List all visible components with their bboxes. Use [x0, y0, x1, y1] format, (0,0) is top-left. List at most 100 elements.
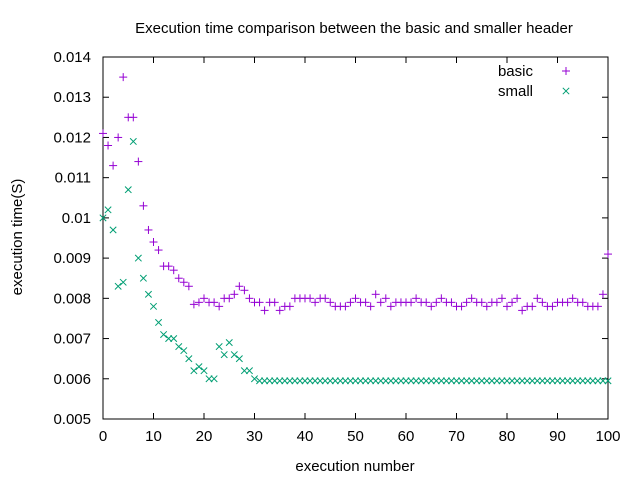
- data-point-basic: [169, 266, 178, 275]
- y-tick-label: 0.005: [53, 411, 91, 428]
- data-point-basic: [346, 298, 355, 307]
- data-point-small: [442, 377, 450, 385]
- x-tick-label: 10: [145, 428, 162, 445]
- data-point-small: [306, 377, 314, 385]
- data-point-small: [129, 137, 137, 146]
- data-point-basic: [285, 302, 294, 311]
- data-point-basic: [225, 294, 234, 303]
- data-point-small: [316, 377, 324, 385]
- data-point-basic: [174, 274, 183, 283]
- data-series: [99, 73, 612, 385]
- data-point-basic: [538, 298, 547, 307]
- data-point-small: [311, 377, 319, 385]
- data-point-basic: [482, 302, 491, 311]
- data-point-small: [488, 377, 496, 385]
- y-tick-label: 0.008: [53, 290, 91, 307]
- data-point-small: [144, 290, 153, 298]
- data-point-small: [336, 377, 344, 385]
- data-point-basic: [184, 282, 193, 291]
- y-tick-label: 0.014: [53, 49, 91, 66]
- data-point-basic: [477, 298, 486, 307]
- data-point-small: [392, 377, 400, 385]
- data-point-small: [99, 214, 107, 222]
- data-point-basic: [563, 298, 572, 307]
- data-point-small: [503, 377, 511, 385]
- y-tick-label: 0.013: [53, 89, 91, 106]
- x-tick-label: 80: [499, 428, 516, 445]
- data-point-basic: [598, 290, 607, 299]
- data-point-basic: [578, 298, 587, 307]
- data-point-basic: [412, 294, 421, 303]
- data-point-basic: [447, 298, 456, 307]
- data-point-basic: [503, 302, 511, 311]
- data-point-small: [351, 377, 360, 385]
- data-point-basic: [366, 302, 375, 311]
- data-point-small: [271, 377, 279, 385]
- x-tick-label: 40: [297, 428, 314, 445]
- data-point-small: [104, 206, 112, 214]
- data-point-small: [387, 377, 395, 385]
- data-point-small: [594, 377, 602, 385]
- data-point-small: [543, 377, 551, 385]
- data-point-basic: [109, 161, 118, 170]
- data-point-basic: [235, 282, 244, 291]
- y-tick-label: 0.011: [55, 170, 91, 187]
- data-point-small: [367, 377, 375, 385]
- axis-tick-labels: 0 10 20 30 40 50 60 70 80 90 100 0.005 0.006 0.007 0.0…: [53, 49, 620, 445]
- data-point-basic: [230, 290, 239, 299]
- data-point-small: [230, 351, 238, 359]
- data-point-basic: [508, 298, 517, 307]
- data-point-small: [291, 377, 299, 385]
- data-point-basic: [361, 298, 370, 307]
- data-point-small: [326, 377, 334, 385]
- x-tick-label: 70: [448, 428, 465, 445]
- data-point-small: [286, 377, 294, 385]
- data-point-small: [533, 377, 541, 385]
- data-point-basic: [164, 262, 173, 271]
- y-tick-label: 0.012: [53, 129, 91, 146]
- data-point-basic: [321, 294, 330, 303]
- data-point-basic: [245, 294, 254, 303]
- data-point-small: [518, 377, 526, 385]
- x-tick-label: 20: [196, 428, 213, 445]
- y-tick-label: 0.007: [53, 331, 91, 348]
- data-point-basic: [240, 286, 249, 295]
- data-point-basic: [548, 302, 557, 311]
- x-tick-label: 0: [99, 428, 107, 445]
- data-point-small: [437, 377, 445, 385]
- data-point-small: [377, 377, 385, 385]
- data-point-basic: [139, 201, 148, 210]
- data-point-small: [569, 377, 577, 385]
- data-point-basic: [518, 306, 527, 315]
- data-point-basic: [270, 298, 279, 307]
- data-point-basic: [593, 302, 602, 311]
- data-point-basic: [215, 302, 224, 311]
- data-point-small: [154, 318, 163, 327]
- data-point-small: [341, 377, 349, 385]
- data-point-small: [205, 375, 213, 383]
- data-point-small: [190, 367, 198, 375]
- data-point-basic: [311, 298, 320, 307]
- data-point-small: [407, 377, 415, 385]
- x-tick-label: 60: [398, 428, 415, 445]
- data-point-small: [589, 377, 597, 385]
- data-point-small: [139, 274, 147, 282]
- data-point-basic: [386, 302, 395, 311]
- data-point-small: [134, 254, 142, 262]
- data-point-small: [220, 351, 228, 359]
- data-point-small: [175, 343, 183, 351]
- data-point-small: [564, 377, 572, 385]
- data-point-small: [109, 226, 117, 234]
- data-point-small: [296, 377, 304, 385]
- data-point-small: [180, 347, 188, 355]
- data-point-basic: [255, 298, 264, 307]
- data-point-basic: [119, 73, 128, 82]
- data-point-small: [245, 367, 254, 375]
- data-point-small: [276, 377, 284, 385]
- data-point-small: [417, 377, 425, 385]
- data-point-basic: [604, 250, 612, 259]
- data-point-small: [210, 375, 218, 383]
- data-point-basic: [427, 302, 436, 311]
- data-point-small: [114, 282, 122, 290]
- legend: basic small: [498, 63, 570, 100]
